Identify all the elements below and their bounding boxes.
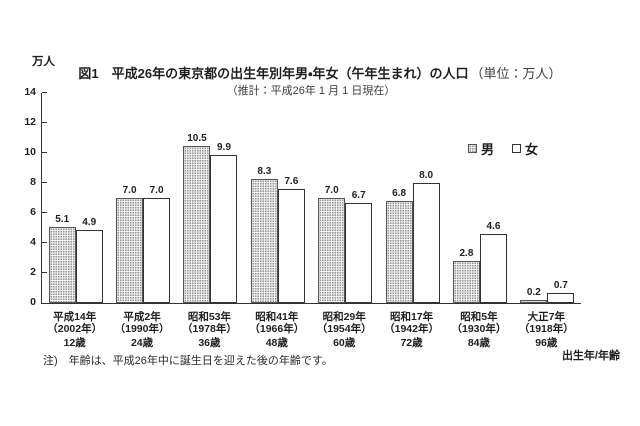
category-year-label: （1978年） — [182, 322, 237, 335]
bar-female — [277, 189, 305, 303]
category-year-label: （1942年） — [384, 322, 439, 335]
category-era-label: 大正7年 — [527, 311, 565, 323]
x-axis-category-label: 昭和53年 （1978年） 36歳 — [176, 311, 243, 350]
legend-male-swatch-icon — [468, 144, 477, 153]
bar-value-label: 4.6 — [486, 221, 501, 232]
category-era-label: 平成14年 — [53, 311, 97, 323]
category-year-label: （2002年） — [47, 322, 103, 335]
category-era-label: 昭和17年 — [389, 311, 434, 323]
bar-female — [479, 234, 507, 303]
y-axis-unit-label: 万人 — [32, 56, 55, 68]
bar-value-label: 8.3 — [257, 165, 272, 177]
x-axis-category-label: 平成14年 （2002年） 12歳 — [41, 311, 108, 350]
y-axis-tick-label: 2 — [30, 266, 36, 278]
legend-male-label: 男 — [481, 142, 495, 157]
category-year-label: （1930年） — [451, 322, 507, 335]
chart-title-text: 平成26年の東京都の出生年別年男・年女（午年生まれ）の人口 — [111, 66, 469, 81]
bar-value-label: 10.5 — [187, 132, 207, 144]
category-age-label: 60歳 — [333, 337, 356, 349]
legend-female-label: 女 — [525, 142, 539, 157]
y-axis-tick — [42, 182, 47, 183]
y-axis-tick-label: 12 — [24, 116, 36, 128]
bar-male — [385, 201, 413, 303]
x-axis-category-label: 昭和5年 （1930年） 84歳 — [445, 311, 512, 350]
y-axis-tick-label: 14 — [24, 86, 36, 98]
bar-female — [547, 292, 575, 303]
y-axis-tick-label: 0 — [30, 296, 36, 308]
category-era-label: 昭和41年 — [255, 311, 299, 323]
category-age-label: 72歳 — [400, 337, 423, 349]
legend: 男 女 — [468, 139, 538, 158]
y-axis-tick — [42, 212, 47, 213]
bar-male — [520, 300, 548, 303]
y-axis-tick-label: 8 — [30, 176, 36, 188]
bar-value-label: 5.1 — [55, 213, 70, 225]
figure-number: 図1 — [78, 66, 99, 81]
legend-female-swatch-icon — [512, 144, 522, 153]
bar-value-label: 7.6 — [284, 176, 299, 187]
category-era-label: 昭和29年 — [322, 311, 366, 323]
category-age-label: 36歳 — [198, 337, 221, 349]
bar-value-label: 7.0 — [324, 185, 339, 196]
bar-value-label: 7.0 — [122, 185, 137, 196]
x-axis-category-label: 昭和41年 （1966年） 48歳 — [243, 311, 310, 350]
y-axis-tick — [42, 122, 47, 123]
y-axis-tick-label: 10 — [24, 146, 36, 158]
chart-title: 図1 平成26年の東京都の出生年別年男・年女（午年生まれ）の人口 （単位：万人） — [40, 63, 600, 82]
bar-female — [75, 229, 103, 303]
plot-area: 0 2 4 6 8 10 12 14 5.1 4.9 7.0 7.0 10.5 9.9 8.3 7.6 7.0 6… — [24, 86, 581, 308]
y-axis-tick — [42, 152, 47, 153]
bar-value-label: 0.7 — [553, 279, 568, 291]
chart-subtitle: （推計：平成26年 1 月 1 日現在） — [226, 85, 396, 97]
x-axis-category-label: 大正7年 （1918年） 96歳 — [513, 311, 580, 350]
category-age-label: 48歳 — [265, 337, 288, 349]
category-year-label: （1990年） — [114, 322, 170, 335]
x-axis-category-label: 昭和17年 （1942年） 72歳 — [378, 311, 445, 350]
bar-male — [183, 145, 211, 303]
bar-value-label: 6.7 — [351, 189, 366, 201]
x-axis-labels: 平成14年 （2002年） 12歳 平成2年 （1990年） 24歳 昭和53年 （1978年… — [0, 311, 640, 356]
y-axis-tick — [42, 242, 47, 243]
bar-female — [412, 183, 440, 303]
category-age-label: 84歳 — [467, 337, 491, 349]
category-era-label: 平成2年 — [123, 311, 161, 323]
bar-female — [345, 202, 373, 303]
category-era-label: 昭和53年 — [187, 311, 232, 323]
x-axis-category-label: 昭和29年 （1954年） 60歳 — [311, 311, 378, 350]
y-axis-tick — [42, 272, 47, 273]
y-axis-tick — [42, 92, 47, 93]
category-era-label: 昭和5年 — [460, 311, 498, 323]
bar-male — [452, 261, 480, 303]
category-year-label: （1966年） — [249, 322, 305, 335]
bar-value-label: 0.2 — [526, 287, 541, 298]
footnote: 注) 年齢は、平成26年中に誕生日を迎えた後の年齢です。 — [43, 355, 333, 367]
bar-value-label: 6.8 — [392, 188, 407, 199]
y-axis-tick-label: 4 — [30, 236, 36, 248]
chart-title-unit: （単位：万人） — [470, 66, 562, 81]
y-axis-tick-label: 6 — [30, 206, 36, 218]
bar-female — [143, 198, 171, 303]
x-axis-title: 出生年/年齢 — [561, 350, 620, 362]
bar-value-label: 4.9 — [82, 216, 97, 228]
bar-value-label: 2.8 — [459, 248, 474, 259]
bar-male — [48, 226, 76, 303]
bar-male — [318, 198, 346, 303]
bar-male — [116, 198, 144, 303]
category-year-label: （1918年） — [518, 322, 574, 335]
category-year-label: （1954年） — [316, 322, 372, 335]
bar-female — [210, 154, 238, 303]
category-age-label: 96歳 — [535, 337, 558, 349]
bar-value-label: 8.0 — [419, 170, 434, 181]
bar-male — [250, 178, 278, 303]
category-age-label: 12歳 — [63, 337, 86, 349]
category-age-label: 24歳 — [130, 337, 154, 349]
bar-value-label: 7.0 — [149, 185, 164, 196]
bar-value-label: 9.9 — [216, 141, 231, 153]
x-axis-category-label: 平成2年 （1990年） 24歳 — [108, 311, 175, 350]
